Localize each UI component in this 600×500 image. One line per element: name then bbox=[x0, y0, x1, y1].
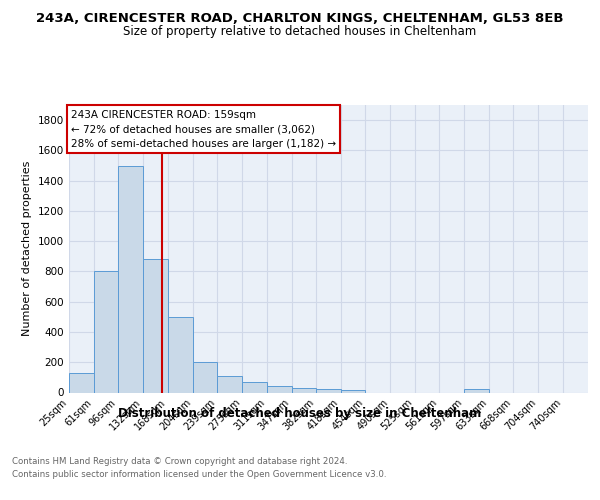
Text: 243A, CIRENCESTER ROAD, CHARLTON KINGS, CHELTENHAM, GL53 8EB: 243A, CIRENCESTER ROAD, CHARLTON KINGS, … bbox=[36, 12, 564, 26]
Y-axis label: Number of detached properties: Number of detached properties bbox=[22, 161, 32, 336]
Bar bbox=[217, 376, 242, 392]
Bar bbox=[242, 382, 266, 392]
Bar bbox=[292, 388, 316, 392]
Text: Distribution of detached houses by size in Cheltenham: Distribution of detached houses by size … bbox=[118, 408, 482, 420]
Bar bbox=[193, 362, 217, 392]
Bar bbox=[69, 373, 94, 392]
Text: Size of property relative to detached houses in Cheltenham: Size of property relative to detached ho… bbox=[124, 25, 476, 38]
Bar bbox=[94, 272, 118, 392]
Bar bbox=[266, 386, 292, 392]
Bar bbox=[118, 166, 143, 392]
Bar bbox=[168, 317, 193, 392]
Bar bbox=[464, 390, 489, 392]
Bar bbox=[316, 388, 341, 392]
Bar bbox=[341, 390, 365, 392]
Text: 243A CIRENCESTER ROAD: 159sqm
← 72% of detached houses are smaller (3,062)
28% o: 243A CIRENCESTER ROAD: 159sqm ← 72% of d… bbox=[71, 110, 336, 149]
Bar bbox=[143, 260, 168, 392]
Text: Contains HM Land Registry data © Crown copyright and database right 2024.: Contains HM Land Registry data © Crown c… bbox=[12, 458, 347, 466]
Text: Contains public sector information licensed under the Open Government Licence v3: Contains public sector information licen… bbox=[12, 470, 386, 479]
